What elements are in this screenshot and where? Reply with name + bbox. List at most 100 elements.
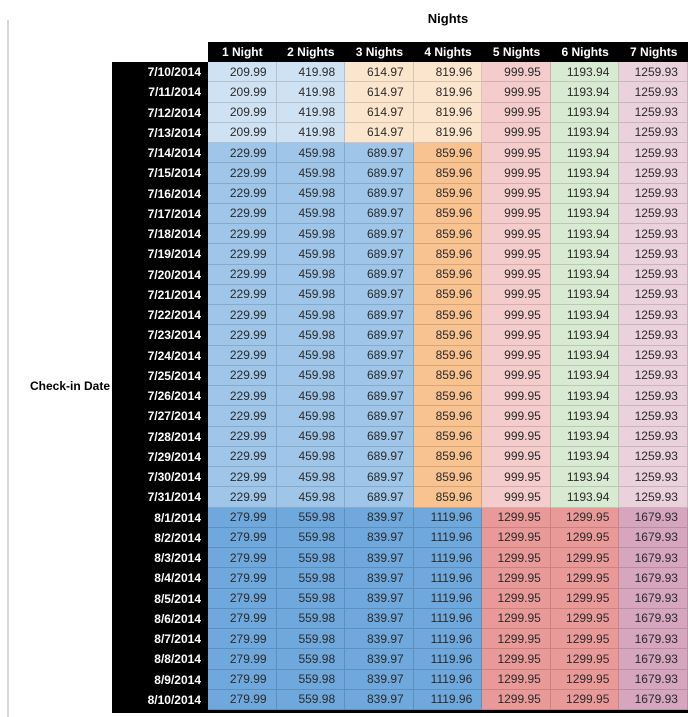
row-header-date[interactable]: 7/24/2014 <box>112 345 208 366</box>
price-cell[interactable]: 1193.94 <box>550 203 620 224</box>
price-cell[interactable]: 839.97 <box>345 669 414 690</box>
price-cell[interactable]: 1299.95 <box>482 689 551 710</box>
price-cell[interactable]: 689.97 <box>345 345 414 366</box>
price-cell[interactable]: 559.98 <box>276 689 346 710</box>
price-cell[interactable]: 859.96 <box>413 163 483 184</box>
price-cell[interactable]: 1259.93 <box>619 244 688 265</box>
price-cell[interactable]: 1679.93 <box>619 588 688 609</box>
price-cell[interactable]: 229.99 <box>208 203 277 224</box>
price-cell[interactable]: 279.99 <box>208 548 277 569</box>
price-cell[interactable]: 1679.93 <box>619 608 688 629</box>
price-cell[interactable]: 1299.95 <box>550 689 620 710</box>
price-cell[interactable]: 1193.94 <box>550 467 620 488</box>
price-cell[interactable]: 459.98 <box>276 406 346 427</box>
row-header-date[interactable]: 7/20/2014 <box>112 264 208 285</box>
price-cell[interactable]: 1193.94 <box>550 325 620 346</box>
price-cell[interactable]: 1119.96 <box>413 527 483 548</box>
price-cell[interactable]: 1259.93 <box>619 284 688 305</box>
price-cell[interactable]: 1259.93 <box>619 62 688 83</box>
price-cell[interactable]: 689.97 <box>345 163 414 184</box>
price-cell[interactable]: 1299.95 <box>550 608 620 629</box>
price-cell[interactable]: 689.97 <box>345 244 414 265</box>
price-cell[interactable]: 1259.93 <box>619 305 688 326</box>
price-cell[interactable]: 1193.94 <box>550 386 620 407</box>
price-cell[interactable]: 1119.96 <box>413 568 483 589</box>
price-cell[interactable]: 279.99 <box>208 669 277 690</box>
price-cell[interactable]: 859.96 <box>413 365 483 386</box>
price-cell[interactable]: 689.97 <box>345 203 414 224</box>
price-cell[interactable]: 229.99 <box>208 446 277 467</box>
price-cell[interactable]: 1193.94 <box>550 426 620 447</box>
price-cell[interactable]: 1119.96 <box>413 608 483 629</box>
price-cell[interactable]: 1193.94 <box>550 284 620 305</box>
price-cell[interactable]: 859.96 <box>413 426 483 447</box>
price-cell[interactable]: 1299.95 <box>482 629 551 650</box>
price-cell[interactable]: 1299.95 <box>550 568 620 589</box>
price-cell[interactable]: 1193.94 <box>550 345 620 366</box>
price-cell[interactable]: 999.95 <box>482 82 551 103</box>
price-cell[interactable]: 229.99 <box>208 426 277 447</box>
price-cell[interactable]: 819.96 <box>413 62 483 83</box>
price-cell[interactable]: 999.95 <box>482 345 551 366</box>
price-cell[interactable]: 459.98 <box>276 446 346 467</box>
row-header-date[interactable]: 8/7/2014 <box>112 629 208 650</box>
price-cell[interactable]: 459.98 <box>276 224 346 245</box>
row-header-date[interactable]: 7/27/2014 <box>112 406 208 427</box>
price-cell[interactable]: 1679.93 <box>619 527 688 548</box>
price-cell[interactable]: 1193.94 <box>550 264 620 285</box>
price-cell[interactable]: 229.99 <box>208 345 277 366</box>
price-cell[interactable]: 1193.94 <box>550 305 620 326</box>
price-cell[interactable]: 999.95 <box>482 163 551 184</box>
price-cell[interactable]: 1299.95 <box>482 507 551 528</box>
price-cell[interactable]: 1193.94 <box>550 163 620 184</box>
price-cell[interactable]: 859.96 <box>413 244 483 265</box>
price-cell[interactable]: 1259.93 <box>619 487 688 508</box>
row-header-date[interactable]: 7/10/2014 <box>112 62 208 83</box>
price-cell[interactable]: 689.97 <box>345 467 414 488</box>
price-cell[interactable]: 229.99 <box>208 325 277 346</box>
price-cell[interactable]: 1259.93 <box>619 122 688 143</box>
price-cell[interactable]: 559.98 <box>276 568 346 589</box>
price-cell[interactable]: 1679.93 <box>619 649 688 670</box>
price-cell[interactable]: 1193.94 <box>550 102 620 123</box>
price-cell[interactable]: 689.97 <box>345 386 414 407</box>
price-cell[interactable]: 999.95 <box>482 183 551 204</box>
row-header-date[interactable]: 7/26/2014 <box>112 386 208 407</box>
row-header-date[interactable]: 8/8/2014 <box>112 649 208 670</box>
price-cell[interactable]: 1119.96 <box>413 629 483 650</box>
price-cell[interactable]: 229.99 <box>208 365 277 386</box>
price-cell[interactable]: 689.97 <box>345 487 414 508</box>
row-header-date[interactable]: 8/3/2014 <box>112 548 208 569</box>
row-header-date[interactable]: 7/30/2014 <box>112 467 208 488</box>
price-cell[interactable]: 859.96 <box>413 345 483 366</box>
row-header-date[interactable]: 7/28/2014 <box>112 426 208 447</box>
column-header[interactable]: 1 Night <box>208 42 277 62</box>
price-cell[interactable]: 999.95 <box>482 203 551 224</box>
price-cell[interactable]: 209.99 <box>208 122 277 143</box>
price-cell[interactable]: 689.97 <box>345 284 414 305</box>
price-cell[interactable]: 1193.94 <box>550 62 620 83</box>
price-cell[interactable]: 689.97 <box>345 305 414 326</box>
price-cell[interactable]: 279.99 <box>208 649 277 670</box>
price-cell[interactable]: 1259.93 <box>619 406 688 427</box>
price-cell[interactable]: 1299.95 <box>482 527 551 548</box>
price-cell[interactable]: 209.99 <box>208 62 277 83</box>
price-cell[interactable]: 1679.93 <box>619 669 688 690</box>
price-cell[interactable]: 614.97 <box>345 82 414 103</box>
price-cell[interactable]: 1193.94 <box>550 487 620 508</box>
price-cell[interactable]: 999.95 <box>482 487 551 508</box>
price-cell[interactable]: 999.95 <box>482 305 551 326</box>
price-cell[interactable]: 1259.93 <box>619 102 688 123</box>
price-cell[interactable]: 559.98 <box>276 669 346 690</box>
price-cell[interactable]: 279.99 <box>208 568 277 589</box>
price-cell[interactable]: 459.98 <box>276 426 346 447</box>
price-cell[interactable]: 614.97 <box>345 122 414 143</box>
price-cell[interactable]: 999.95 <box>482 224 551 245</box>
price-cell[interactable]: 1679.93 <box>619 548 688 569</box>
price-cell[interactable]: 1299.95 <box>550 588 620 609</box>
price-cell[interactable]: 839.97 <box>345 568 414 589</box>
column-header[interactable]: 5 Nights <box>482 42 551 62</box>
price-cell[interactable]: 1299.95 <box>482 588 551 609</box>
price-cell[interactable]: 859.96 <box>413 487 483 508</box>
column-header[interactable]: 2 Nights <box>276 42 346 62</box>
